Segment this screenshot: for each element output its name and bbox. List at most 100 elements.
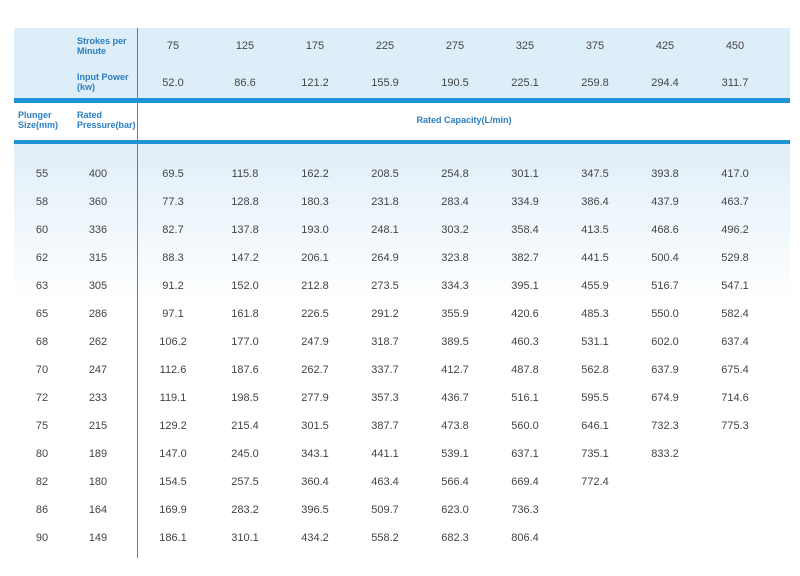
capacity-cell: 262.7 [301,364,329,376]
rated-pressure-cell: 233 [88,392,108,404]
capacity-cell: 193.0 [301,224,329,236]
capacity-cell: 343.1 [301,448,329,460]
capacity-cell: 283.4 [441,196,469,208]
capacity-cell: 301.1 [511,168,539,180]
capacity-cell: 550.0 [651,308,679,320]
plunger-size-cell: 75 [35,420,49,432]
plunger-size-cell: 82 [35,476,49,488]
capacity-cell: 531.1 [581,336,609,348]
rated-pressure-cell: 164 [88,504,108,516]
capacity-cell: 806.4 [511,532,539,544]
strokes-value: 375 [585,40,605,52]
rated-pressure-label: Rated Pressure(bar) [77,110,136,130]
capacity-cell: 386.4 [581,196,609,208]
subheader-divider [14,140,790,144]
capacity-cell: 334.9 [511,196,539,208]
plunger-size-cell: 60 [35,224,49,236]
plunger-size-cell: 80 [35,448,49,460]
capacity-cell: 637.1 [511,448,539,460]
capacity-cell: 516.7 [651,280,679,292]
rated-pressure-cell: 247 [88,364,108,376]
strokes-value: 425 [655,40,675,52]
capacity-cell: 775.3 [721,420,749,432]
strokes-value: 75 [166,40,180,52]
capacity-cell: 245.0 [231,448,259,460]
rated-pressure-cell: 180 [88,476,108,488]
plunger-size-cell: 86 [35,504,49,516]
header-divider [14,98,790,103]
capacity-cell: 91.2 [162,280,184,292]
capacity-cell: 301.5 [301,420,329,432]
capacity-cell: 434.2 [301,532,329,544]
capacity-cell: 485.3 [581,308,609,320]
capacity-cell: 396.5 [301,504,329,516]
strokes-value: 325 [515,40,535,52]
capacity-cell: 187.6 [231,364,259,376]
capacity-cell: 646.1 [581,420,609,432]
plunger-size-cell: 90 [35,532,49,544]
capacity-cell: 147.0 [159,448,187,460]
capacity-cell: 226.5 [301,308,329,320]
capacity-cell: 389.5 [441,336,469,348]
rated-pressure-cell: 262 [88,336,108,348]
capacity-cell: 248.1 [371,224,399,236]
capacity-cell: 147.2 [231,252,259,264]
capacity-cell: 355.9 [441,308,469,320]
capacity-cell: 637.4 [721,336,749,348]
capacity-cell: 412.7 [441,364,469,376]
capacity-cell: 334.3 [441,280,469,292]
strokes-value: 175 [305,40,325,52]
capacity-cell: 735.1 [581,448,609,460]
capacity-cell: 97.1 [162,308,184,320]
header-band [14,28,790,98]
column-divider [137,28,138,558]
capacity-cell: 509.7 [371,504,399,516]
input-power-value: 311.7 [721,77,749,89]
capacity-cell: 283.2 [231,504,259,516]
plunger-size-cell: 68 [35,336,49,348]
rated-pressure-cell: 149 [88,532,108,544]
capacity-cell: 277.9 [301,392,329,404]
capacity-cell: 413.5 [581,224,609,236]
capacity-cell: 675.4 [721,364,749,376]
capacity-cell: 387.7 [371,420,399,432]
capacity-cell: 247.9 [301,336,329,348]
capacity-cell: 82.7 [162,224,184,236]
input-power-value: 121.2 [301,77,329,89]
capacity-cell: 273.5 [371,280,399,292]
capacity-cell: 714.6 [721,392,749,404]
plunger-size-cell: 55 [35,168,49,180]
capacity-cell: 254.8 [441,168,469,180]
capacity-cell: 177.0 [231,336,259,348]
plunger-size-cell: 72 [35,392,49,404]
capacity-cell: 500.4 [651,252,679,264]
capacity-cell: 395.1 [511,280,539,292]
capacity-cell: 337.7 [371,364,399,376]
capacity-cell: 106.2 [159,336,187,348]
plunger-size-cell: 65 [35,308,49,320]
rated-pressure-cell: 215 [88,420,108,432]
capacity-cell: 198.5 [231,392,259,404]
capacity-cell: 318.7 [371,336,399,348]
capacity-cell: 360.4 [301,476,329,488]
input-power-value: 225.1 [511,77,539,89]
capacity-cell: 112.6 [159,364,187,376]
input-power-value: 190.5 [441,77,469,89]
capacity-cell: 562.8 [581,364,609,376]
rated-pressure-cell: 336 [88,224,108,236]
capacity-cell: 455.9 [581,280,609,292]
plunger-size-cell: 70 [35,364,49,376]
capacity-cell: 468.6 [651,224,679,236]
plunger-size-label: Plunger Size(mm) [18,110,59,130]
capacity-cell: 310.1 [231,532,259,544]
capacity-cell: 547.1 [721,280,749,292]
capacity-cell: 257.5 [231,476,259,488]
rated-pressure-cell: 189 [88,448,108,460]
capacity-cell: 487.8 [511,364,539,376]
capacity-cell: 441.5 [581,252,609,264]
capacity-cell: 180.3 [301,196,329,208]
rated-pressure-cell: 400 [88,168,108,180]
capacity-cell: 69.5 [162,168,184,180]
capacity-cell: 560.0 [511,420,539,432]
rated-capacity-label: Rated Capacity(L/min) [416,115,512,125]
